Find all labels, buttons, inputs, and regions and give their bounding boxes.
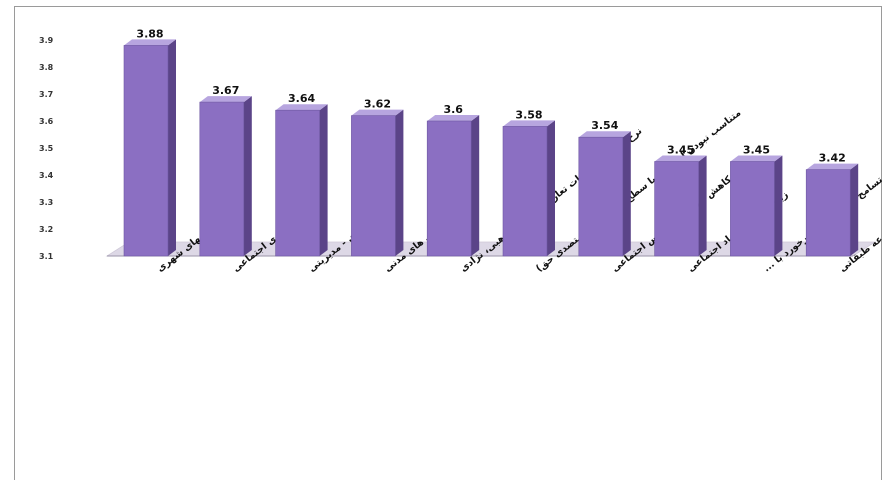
bar: [654, 161, 699, 257]
data-label: 3.45: [667, 144, 694, 157]
y-tick-label: 3.3: [39, 198, 53, 207]
y-tick-label: 3.5: [39, 144, 54, 153]
y-tick-label: 3.7: [39, 90, 53, 99]
bar: [502, 126, 548, 257]
bar: [199, 101, 245, 257]
bar-top-face: [503, 120, 555, 127]
bar-top-face: [730, 155, 783, 162]
bar-side-face: [319, 104, 328, 256]
data-label: 3.42: [819, 152, 846, 165]
bar-top-face: [124, 39, 176, 46]
bar-side-face: [471, 115, 480, 256]
data-label: 3.54: [591, 119, 618, 132]
bar-side-face: [243, 96, 252, 256]
bar-side-face: [168, 39, 176, 257]
data-label: 3.6: [443, 103, 463, 116]
bar: [805, 169, 851, 257]
bar-top-face: [427, 115, 480, 121]
bar: [275, 109, 320, 257]
bar-top-face: [275, 104, 328, 111]
bar-top-face: [806, 163, 859, 170]
bar: [123, 45, 169, 257]
y-tick-label: 3.9: [39, 36, 54, 45]
bar-top-face: [199, 96, 252, 103]
bar-side-face: [622, 131, 631, 256]
data-label: 3.58: [515, 108, 542, 121]
bar-side-face: [774, 155, 783, 256]
chart-frame: 3.1 3.2 3.3 3.4 3.5 3.6 3.7 3.8 3.9 3.88 بروز آشوب…: [14, 6, 883, 480]
bar: [426, 120, 472, 257]
bar-side-face: [395, 109, 404, 256]
bar-top-face: [351, 109, 404, 116]
bar-side-face: [850, 163, 859, 256]
data-label: 3.67: [212, 84, 239, 97]
bar: [730, 161, 775, 257]
data-label: 3.64: [288, 92, 315, 105]
y-tick-label: 3.1: [39, 252, 54, 261]
bar-top-face: [654, 155, 707, 162]
bar-side-face: [698, 155, 707, 256]
y-tick-label: 3.6: [39, 117, 54, 126]
bar: [578, 136, 624, 257]
data-label: 3.88: [136, 27, 163, 40]
y-tick-label: 3.4: [39, 171, 54, 180]
bar-top-face: [578, 131, 631, 138]
bar: [351, 115, 396, 257]
y-tick-label: 3.8: [39, 63, 54, 72]
bar-side-face: [547, 120, 555, 257]
y-tick-label: 3.2: [39, 225, 53, 234]
data-label: 3.62: [364, 98, 391, 111]
data-label: 3.45: [743, 144, 770, 157]
